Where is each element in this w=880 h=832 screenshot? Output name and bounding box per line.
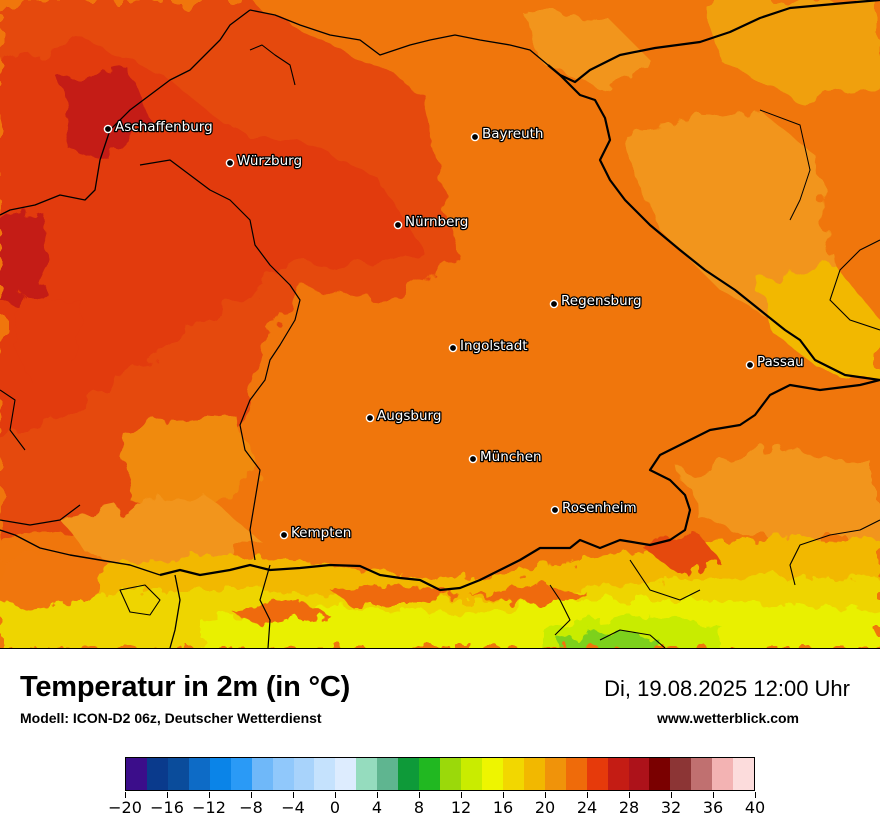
colorbar-tick-label: 4 [371,798,383,817]
colorbar-tick [376,792,378,798]
colorbar-tick [250,792,252,798]
city-augsburg: Augsburg [365,407,443,425]
city-rosenheim: Rosenheim [550,499,638,517]
city-label: Würzburg [237,153,302,169]
colorbar-segment [712,758,734,790]
map-svg: Aschaffenburg Würzburg Bayreuth Nürnberg… [0,0,880,648]
city-markers: Aschaffenburg Würzburg Bayreuth Nürnberg… [103,118,805,542]
colorbar-tick-label: 28 [618,798,640,817]
colorbar-tick-label: 40 [744,798,766,817]
city-bayreuth: Bayreuth [470,125,545,143]
city-passau: Passau [745,353,805,371]
colorbar-segment [356,758,378,790]
colorbar-segment [251,758,273,790]
colorbar-tick-label: −8 [239,798,263,817]
colorbar-segment [440,758,461,790]
colorbar-segment [565,758,587,790]
colorbar-segment [628,758,650,790]
website-link[interactable]: www.wetterblick.com [657,710,799,726]
colorbar-segment [481,758,503,790]
colorbar-tick [544,792,546,798]
colorbar-segment [523,758,545,790]
colorbar-ticks: −20 −16 −12 −8 −4 0 4 8 12 16 20 24 28 32 36 40 [108,792,765,832]
colorbar-tick-label: −20 [108,798,142,817]
city-wuerzburg: Würzburg [225,152,303,170]
colorbar-tick [208,792,210,798]
colorbar-tick-label: 0 [329,798,341,817]
model-source: Modell: ICON-D2 06z, Deutscher Wetterdie… [20,710,322,726]
state-borders [0,0,880,648]
colorbar-segment [419,758,441,790]
temperature-map: Aschaffenburg Würzburg Bayreuth Nürnberg… [0,0,880,649]
colorbar-segment [377,758,399,790]
map-title: Temperatur in 2m (in °C) [20,671,351,703]
colorbar-tick-label: 16 [492,798,514,817]
colorbar-segment [502,758,524,790]
colorbar-segment [586,758,608,790]
colorbar-segment [188,758,210,790]
city-muenchen: München [468,448,543,466]
colorbar-tick [502,792,504,798]
colorbar-segment [293,758,315,790]
colorbar-tick-label: 8 [413,798,425,817]
colorbar-tick-label: 32 [660,798,682,817]
colorbar-tick-label: −16 [150,798,184,817]
colorbar-tick [418,792,420,798]
colorbar-segment [649,758,671,790]
colorbar-segment [733,758,755,790]
city-label: Bayreuth [482,126,544,142]
city-nuernberg: Nürnberg [393,213,470,231]
colorbar-tick [124,792,126,798]
colorbar-segment [335,758,357,790]
valid-datetime: Di, 19.08.2025 12:00 Uhr [604,676,850,701]
colorbar-tick [292,792,294,798]
colorbar-tick [334,792,336,798]
city-kempten: Kempten [279,524,353,542]
city-label: Augsburg [377,408,441,424]
colorbar-segment [398,758,420,790]
colorbar-segment [146,758,168,790]
colorbar-segment [167,758,189,790]
colorbar-segment [126,758,147,790]
colorbar-segment [691,758,713,790]
colorbar-tick [166,792,168,798]
city-aschaffenburg: Aschaffenburg [103,118,214,136]
colorbar-segment [670,758,692,790]
city-label: Passau [757,354,804,370]
city-label: Rosenheim [562,500,637,516]
colorbar-tick [754,792,756,798]
colorbar-segment [272,758,294,790]
colorbar-segment [607,758,629,790]
colorbar-tick [628,792,630,798]
colorbar-tick [586,792,588,798]
colorbar-tick [460,792,462,798]
colorbar-tick-label: −4 [281,798,305,817]
temperature-field [0,0,880,648]
city-regensburg: Regensburg [549,292,643,310]
city-label: Kempten [291,525,351,541]
colorbar-segment [544,758,566,790]
colorbar-tick-label: 24 [576,798,598,817]
colorbar-segment [209,758,231,790]
city-label: Ingolstadt [460,338,528,354]
colorbar-tick-label: 36 [702,798,724,817]
city-ingolstadt: Ingolstadt [448,337,529,355]
colorbar-tick-label: 12 [450,798,472,817]
temperature-colorbar [125,757,755,791]
colorbar-tick [670,792,672,798]
colorbar-segment [314,758,336,790]
colorbar-tick-label: −12 [192,798,226,817]
city-label: Nürnberg [405,214,468,230]
city-label: München [480,449,542,465]
colorbar-tick-label: 20 [534,798,556,817]
map-footer: Temperatur in 2m (in °C) Modell: ICON-D2… [0,649,880,830]
colorbar-segment [230,758,252,790]
city-label: Aschaffenburg [115,119,213,135]
city-label: Regensburg [561,293,642,309]
colorbar-tick [712,792,714,798]
colorbar-segment [461,758,482,790]
